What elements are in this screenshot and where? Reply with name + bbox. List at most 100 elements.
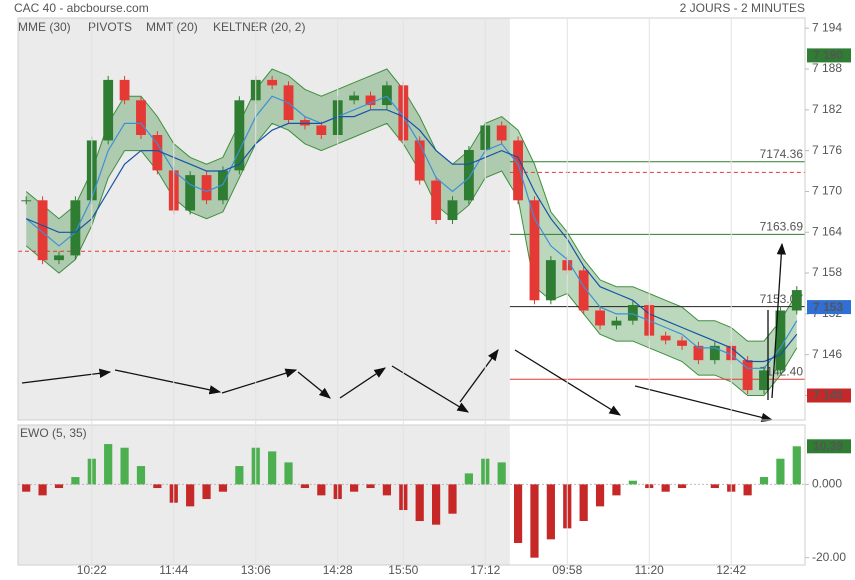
x-tick-label: 17:12	[470, 563, 500, 577]
ewo-bar	[677, 484, 687, 489]
candle	[463, 149, 474, 201]
candle	[496, 125, 507, 141]
arrow	[297, 371, 331, 399]
ewo-bar	[54, 484, 64, 489]
y-tick-label: 7 194	[812, 20, 842, 34]
ewo-bar	[300, 484, 310, 489]
session-background	[18, 18, 510, 420]
legend-entry: MMT (20)	[146, 20, 198, 34]
candle	[545, 260, 556, 301]
pivot-label: 7174.36	[760, 147, 804, 161]
candle	[234, 100, 245, 171]
ewo-badge	[807, 439, 851, 454]
ewo-bar	[235, 466, 244, 485]
y-tick-label: 7 182	[812, 102, 842, 116]
ewo-bar	[776, 458, 785, 485]
candle	[775, 310, 786, 371]
x-tick-label: 13:06	[241, 563, 271, 577]
candle	[365, 95, 376, 106]
mme-line	[25, 109, 798, 363]
ewo-bar	[464, 473, 473, 485]
axes: MME (30) PIVOTS MMT (20) KELTNER (20, 2) 7 1…	[18, 18, 851, 577]
candle	[431, 180, 442, 221]
mmt-line	[25, 95, 798, 369]
x-tick-label: 10:22	[77, 563, 107, 577]
arrow	[391, 365, 470, 413]
y-tick-label: 7 188	[812, 61, 842, 75]
session-background	[18, 425, 510, 565]
main-frame	[17, 17, 806, 421]
candle	[218, 170, 228, 201]
x-tick-label: 12:42	[716, 563, 746, 577]
candle	[611, 320, 622, 326]
arrow	[459, 349, 499, 403]
x-tick-label: 11:20	[635, 563, 664, 577]
legend-entry: KELTNER (20, 2)	[213, 20, 305, 34]
trend-arrows	[21, 242, 786, 423]
ewo-bar	[350, 484, 359, 492]
candle	[136, 100, 146, 135]
arrow	[339, 367, 386, 399]
candle	[103, 79, 114, 141]
y-tick-label: 7 146	[812, 347, 842, 361]
y-tick-label: 7 158	[812, 265, 842, 279]
price-badge-label: 7 140	[813, 388, 843, 402]
ewo-bar	[612, 484, 621, 496]
candle	[119, 79, 130, 101]
ewo-bar	[71, 477, 80, 485]
arrow	[771, 242, 786, 399]
ewo-bar	[759, 477, 769, 485]
ewo-bar	[546, 484, 555, 540]
ewo-bar	[38, 484, 47, 496]
price-badge-label: 7 153	[813, 300, 843, 314]
x-tick-label: 15:50	[388, 563, 418, 577]
arrow	[21, 368, 112, 384]
candle	[21, 200, 32, 202]
legend-entry: MME (30)	[18, 20, 71, 34]
candle	[447, 200, 458, 221]
ewo-title: EWO (5, 35)	[20, 426, 87, 440]
chart-title: CAC 40 - abcbourse.com	[14, 1, 149, 15]
ewo-y-tick-label: -20.00	[812, 550, 846, 564]
ewo-bar	[186, 484, 195, 507]
candle	[595, 310, 605, 326]
keltner-upper	[25, 68, 798, 342]
ewo-bar	[218, 484, 228, 492]
ewo-bar	[120, 447, 129, 485]
candle	[267, 79, 278, 86]
candle	[709, 345, 720, 361]
ewo-y-tick-label: 0.000	[812, 477, 842, 491]
ewo-bar	[153, 484, 162, 489]
ewo-bar	[743, 484, 752, 496]
candle	[54, 255, 64, 261]
ewo-bar	[579, 484, 588, 522]
ewo-bar	[513, 484, 523, 544]
ewo-bar	[710, 484, 719, 489]
x-tick-label: 09:58	[552, 563, 582, 577]
y-tick-label: 7 176	[812, 143, 842, 157]
ewo-bar	[366, 484, 375, 489]
ewo-bar	[661, 484, 670, 492]
ewo-bar	[382, 484, 392, 496]
candle	[627, 305, 638, 321]
price-badge	[807, 300, 851, 315]
arrow	[221, 368, 298, 394]
ewo-bar	[431, 484, 441, 525]
ewo-frame	[17, 424, 806, 566]
candle	[693, 345, 704, 361]
candle	[152, 134, 163, 171]
candle	[349, 95, 360, 101]
candle	[513, 140, 523, 201]
price-badge	[807, 48, 851, 63]
candle	[37, 200, 48, 261]
ewo-bar	[530, 484, 539, 558]
ewo-bar	[104, 444, 113, 485]
ewo-bar	[448, 484, 457, 514]
arrow	[634, 385, 774, 423]
ewo-bar	[202, 484, 211, 500]
legend-entry: PIVOTS	[88, 20, 132, 34]
pivot-label: 7142.40	[760, 364, 804, 378]
price-badge	[807, 388, 851, 403]
candle	[316, 125, 327, 135]
ewo-bar	[595, 484, 605, 507]
